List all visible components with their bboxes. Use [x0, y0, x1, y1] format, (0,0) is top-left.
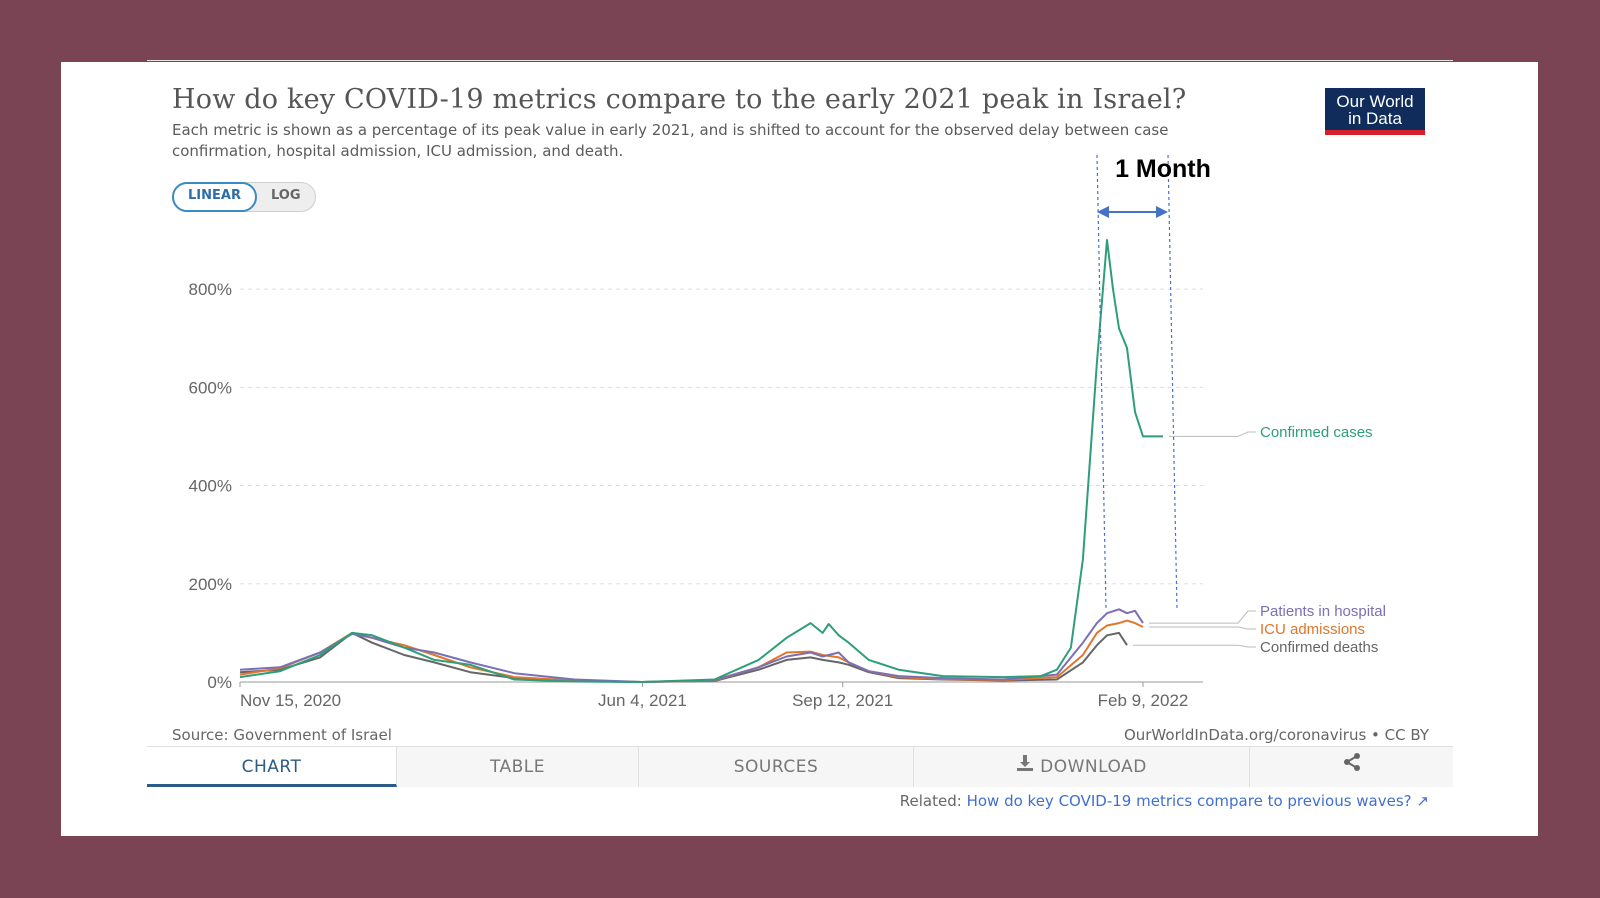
legend-connector	[1132, 644, 1256, 648]
x-tick-label: Jun 4, 2021	[598, 691, 687, 710]
share-icon	[1342, 747, 1362, 787]
related-prefix: Related:	[899, 792, 962, 810]
y-tick-label: 0%	[207, 673, 232, 692]
log-scale-button[interactable]: LOG	[270, 188, 301, 203]
tab-chart[interactable]: CHART	[147, 747, 397, 787]
series-line-patients-in-hospital	[239, 608, 1144, 683]
tab-sources[interactable]: SOURCES	[639, 747, 914, 787]
x-tick-label: Nov 15, 2020	[240, 691, 341, 710]
series-line-confirmed-cases	[239, 239, 1163, 683]
legend-label-confirmed-cases: Confirmed cases	[1260, 424, 1373, 441]
legend-connector	[1169, 431, 1256, 437]
grid-layer	[240, 288, 1203, 585]
x-tick-label: Feb 9, 2022	[1098, 691, 1189, 710]
owid-logo[interactable]: Our World in Data	[1325, 88, 1425, 135]
source-url[interactable]: OurWorldInData.org/coronavirus • CC BY	[1123, 726, 1429, 744]
series-line-confirmed-deaths	[239, 631, 1128, 683]
related-link-row: Related: How do key COVID-19 metrics com…	[900, 792, 1429, 810]
tab-download[interactable]: DOWNLOAD	[914, 747, 1250, 787]
chart-tabs: CHART TABLE SOURCES DOWNLOAD	[147, 746, 1453, 787]
card-top-divider	[147, 60, 1453, 61]
one-month-annotation-label: 1 Month	[1115, 155, 1211, 183]
legend-connector	[1149, 626, 1256, 630]
chart-subtitle: Each metric is shown as a percentage of …	[172, 121, 1169, 160]
legend-label-confirmed-deaths: Confirmed deaths	[1260, 639, 1378, 656]
tab-share[interactable]	[1250, 747, 1453, 787]
y-tick-label: 600%	[189, 378, 232, 397]
axis-layer: 0% 200% 400% 600% 800% Nov 15, 2020 Jun 4, 202…	[189, 280, 1203, 710]
download-icon	[1016, 747, 1034, 787]
annotation-layer: 1 Month	[1096, 154, 1211, 611]
logo-line-2: in Data	[1348, 109, 1402, 128]
scale-toggle: LINEAR LOG	[172, 182, 316, 212]
logo-line-1: Our World	[1336, 92, 1414, 111]
y-tick-label: 400%	[189, 477, 232, 496]
annotation-arrowhead-right	[1156, 206, 1168, 218]
related-link[interactable]: How do key COVID-19 metrics compare to p…	[966, 792, 1412, 810]
legend-connector	[1149, 610, 1256, 624]
annotation-arrowhead-left	[1097, 206, 1109, 218]
linear-scale-button[interactable]: LINEAR	[172, 182, 257, 212]
series-line-icu-admissions	[239, 619, 1144, 683]
legend-label-patients-in-hospital: Patients in hospital	[1260, 603, 1386, 620]
x-tick-label: Sep 12, 2021	[792, 691, 893, 710]
chart-title: How do key COVID-19 metrics compare to t…	[172, 84, 1187, 115]
annotation-guide-left	[1096, 154, 1107, 609]
annotation-guide-right	[1167, 154, 1178, 611]
y-tick-label: 200%	[189, 575, 232, 594]
y-tick-label: 800%	[189, 280, 232, 299]
legend-label-icu-admissions: ICU admissions	[1260, 621, 1365, 638]
external-link-icon: ↗	[1416, 792, 1429, 810]
series-layer	[239, 239, 1163, 683]
download-label: DOWNLOAD	[1040, 757, 1147, 777]
source-note: Source: Government of Israel	[172, 726, 392, 744]
tab-table[interactable]: TABLE	[397, 747, 639, 787]
